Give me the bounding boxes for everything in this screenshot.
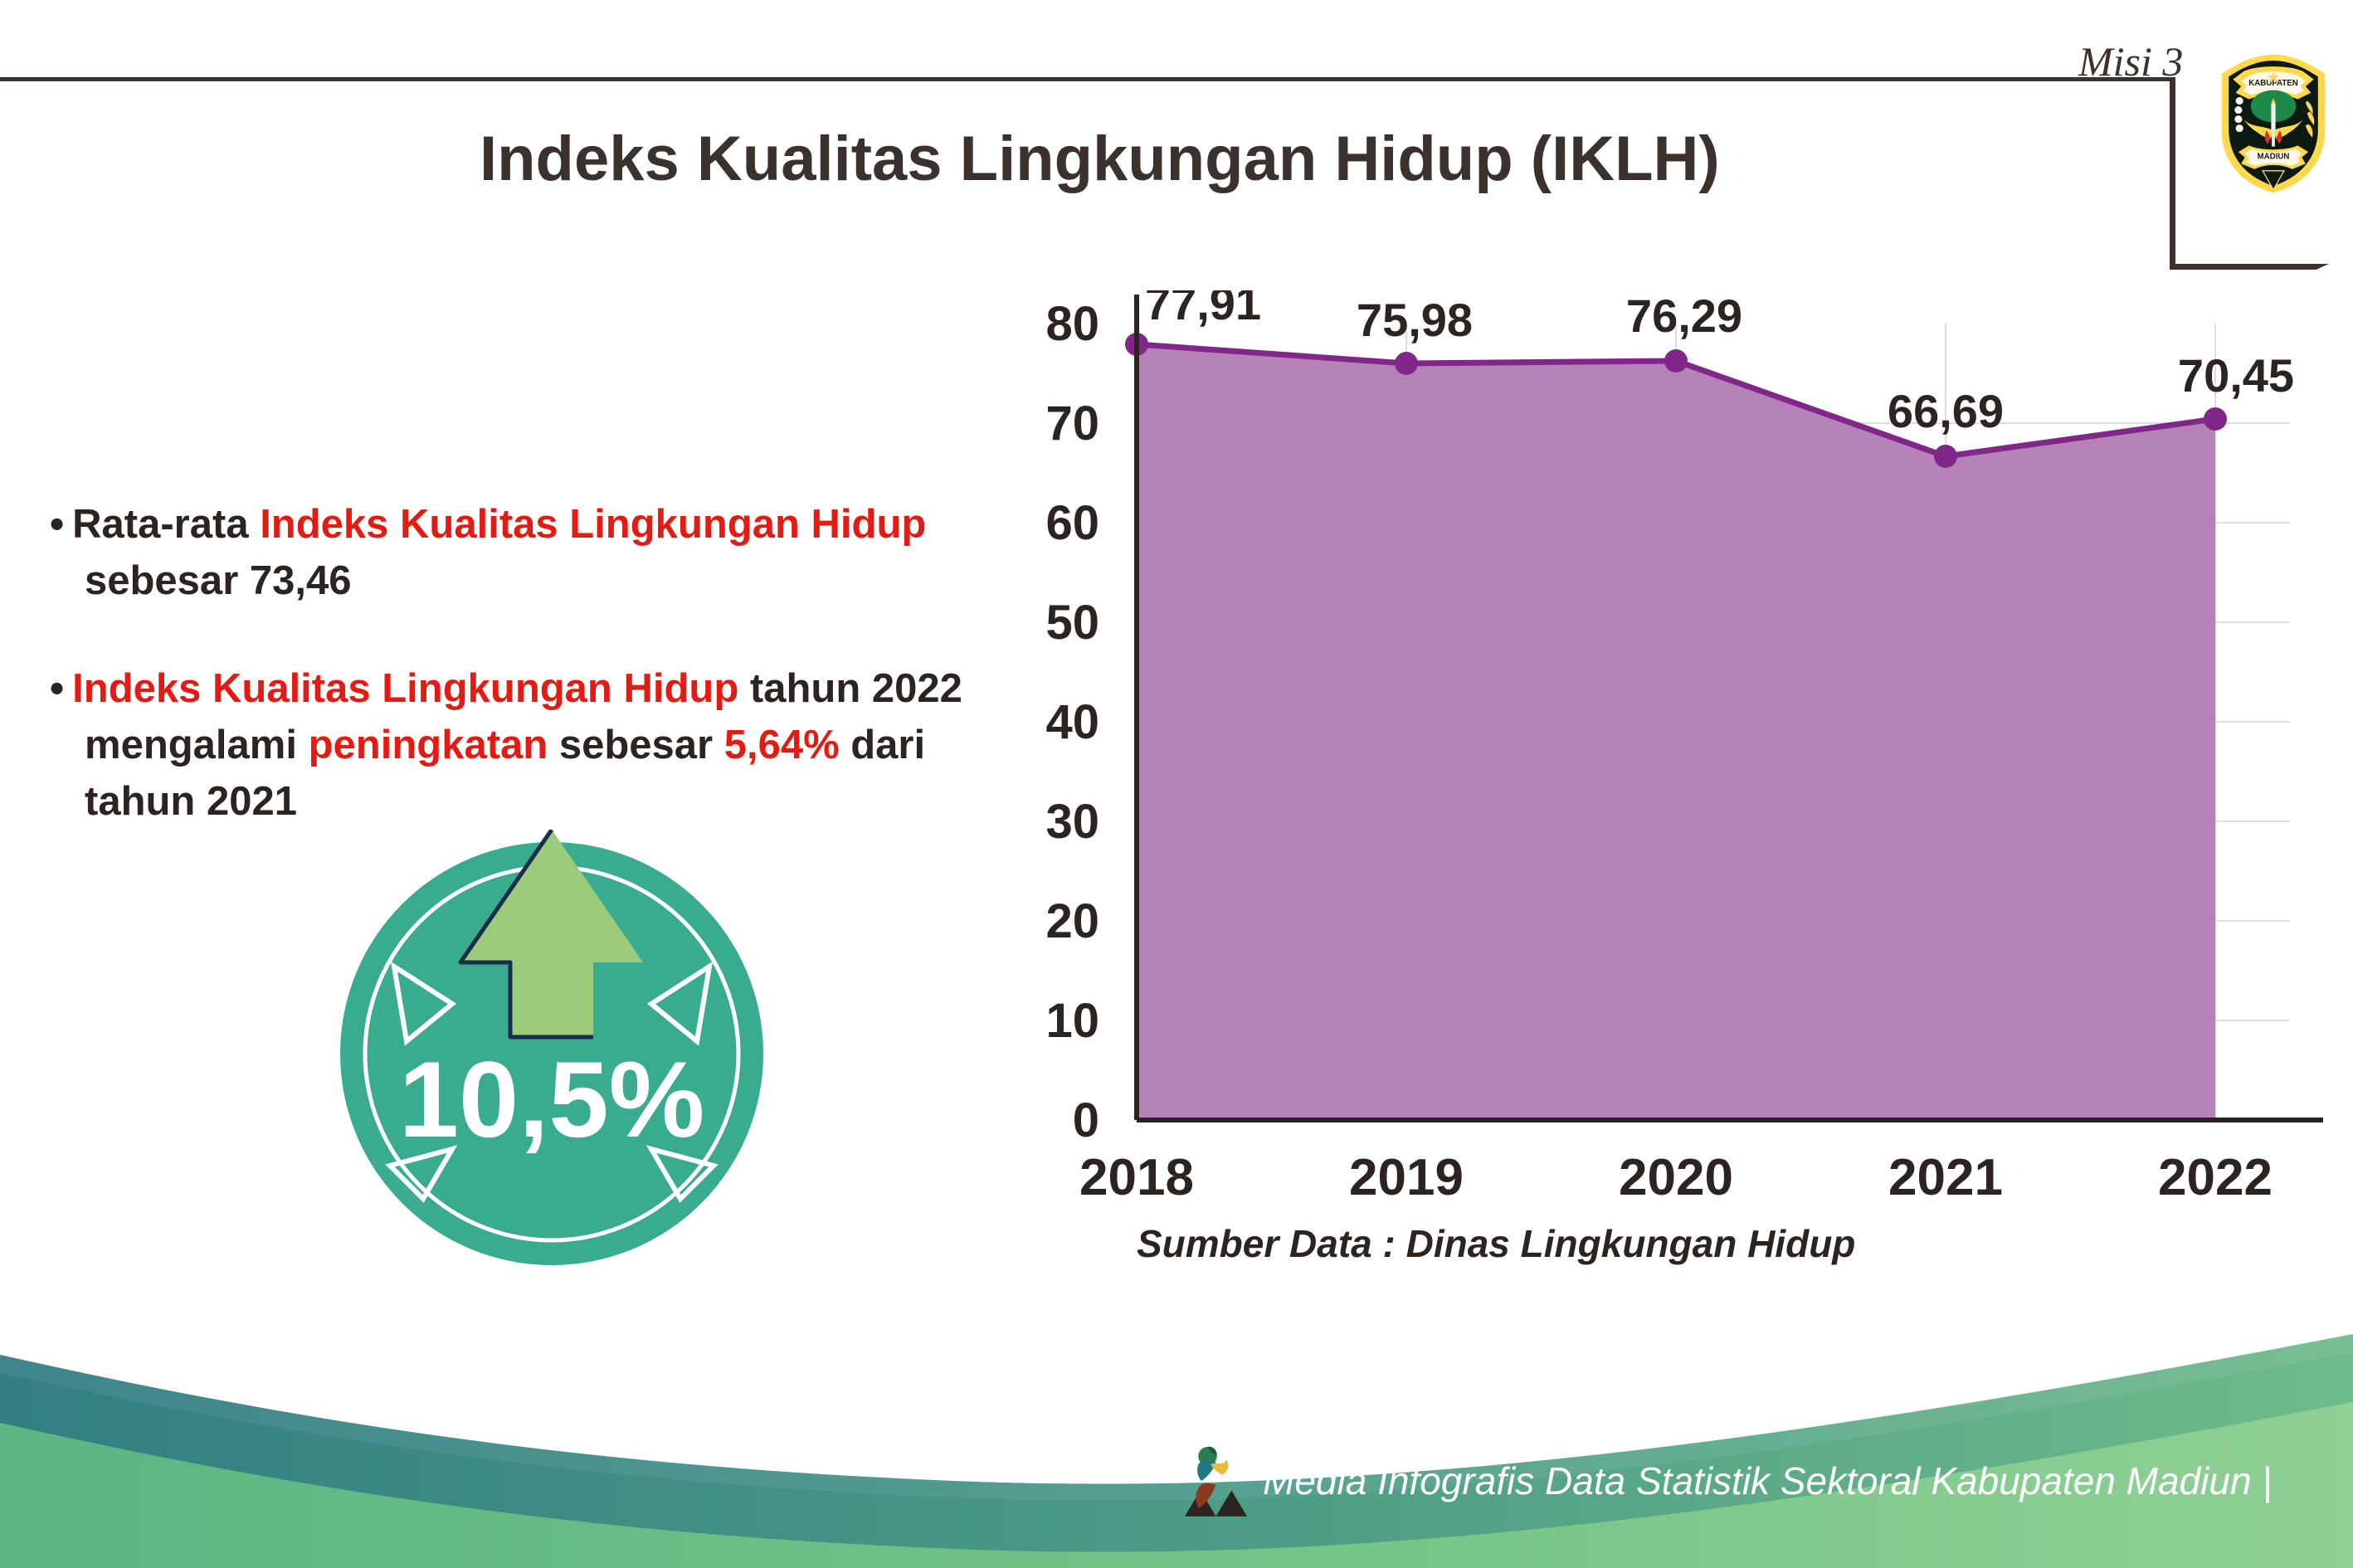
svg-text:2022: 2022 <box>2158 1149 2273 1206</box>
svg-text:20: 20 <box>1045 894 1099 948</box>
svg-text:30: 30 <box>1045 795 1099 849</box>
svg-text:KABUPATEN: KABUPATEN <box>2248 79 2298 88</box>
svg-text:2020: 2020 <box>1619 1149 1733 1206</box>
svg-text:2018: 2018 <box>1079 1149 1194 1206</box>
svg-text:80: 80 <box>1045 297 1099 351</box>
svg-text:10: 10 <box>1045 994 1099 1048</box>
svg-text:66,69: 66,69 <box>1888 385 2004 437</box>
svg-text:75,98: 75,98 <box>1357 294 1473 346</box>
svg-text:50: 50 <box>1045 596 1099 650</box>
svg-text:10,5%: 10,5% <box>399 1039 705 1160</box>
svg-text:76,29: 76,29 <box>1626 290 1742 342</box>
svg-text:0: 0 <box>1073 1093 1099 1147</box>
svg-text:2021: 2021 <box>1888 1149 2003 1206</box>
svg-text:2019: 2019 <box>1349 1149 1464 1206</box>
svg-text:70,45: 70,45 <box>2178 349 2294 402</box>
svg-text:40: 40 <box>1045 695 1099 749</box>
svg-text:70: 70 <box>1045 397 1099 450</box>
svg-text:Sumber Data : Dinas Lingkungan: Sumber Data : Dinas Lingkungan Hidup <box>1137 1222 1855 1265</box>
svg-text:77,91: 77,91 <box>1145 290 1261 329</box>
svg-text:60: 60 <box>1045 496 1099 550</box>
svg-text:MADIUN: MADIUN <box>2258 153 2290 162</box>
